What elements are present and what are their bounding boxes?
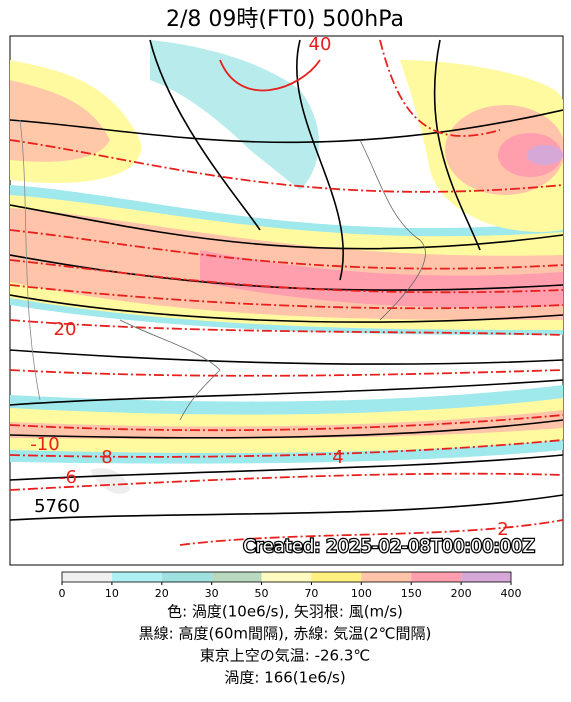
colorbar-bin: [461, 572, 511, 582]
colorbar-frame: [61, 571, 512, 583]
colorbar-tick-label: 100: [351, 587, 372, 600]
colorbar: 0 10 20 30 50 70 100 150 200 400: [59, 571, 522, 600]
colorbar-tick-label: 20: [155, 587, 169, 600]
height-label: 5760: [34, 496, 80, 517]
map: 40 20 -10 8 -6 4 2 5760 Created: 2025-02…: [9, 34, 564, 566]
colorbar-tick-label: 150: [401, 587, 422, 600]
caption-line: 渦度: 166(1e6/s): [224, 669, 345, 687]
colorbar-bin: [211, 572, 262, 582]
colorbar-tick-label: 200: [451, 587, 472, 600]
caption-line: 東京上空の気温: -26.3℃: [200, 647, 370, 665]
colorbar-tick-label: 10: [105, 587, 119, 600]
temp-label: 8: [101, 447, 112, 468]
temp-label: 4: [332, 447, 343, 468]
colorbar-tick-label: 0: [59, 587, 66, 600]
temp-label: 2: [497, 519, 508, 540]
temp-label: 40: [309, 34, 332, 55]
colorbar-tick-label: 50: [255, 587, 269, 600]
colorbar-bin: [261, 572, 312, 582]
colorbar-tick-label: 70: [304, 587, 318, 600]
colorbar-bin: [62, 572, 112, 582]
caption-line: 色: 渦度(10e6/s), 矢羽根: 風(m/s): [167, 603, 403, 621]
created-stamp: Created: 2025-02-08T00:00:00Z: [243, 536, 535, 557]
colorbar-bin: [411, 572, 462, 582]
colorbar-bin: [161, 572, 212, 582]
colorbar-tick-label: 400: [501, 587, 522, 600]
colorbar-bin: [361, 572, 412, 582]
caption: 色: 渦度(10e6/s), 矢羽根: 風(m/s) 黒線: 高度(60m間隔)…: [139, 603, 432, 687]
colorbar-bin: [111, 572, 162, 582]
temp-label: 20: [54, 319, 77, 340]
colorbar-tick-label: 30: [205, 587, 219, 600]
temp-label: -10: [30, 434, 59, 455]
title: 2/8 09時(FT0) 500hPa: [166, 7, 404, 32]
caption-line: 黒線: 高度(60m間隔), 赤線: 気温(2℃間隔): [139, 625, 432, 643]
temp-label: -6: [59, 467, 77, 488]
colorbar-bin: [311, 572, 362, 582]
